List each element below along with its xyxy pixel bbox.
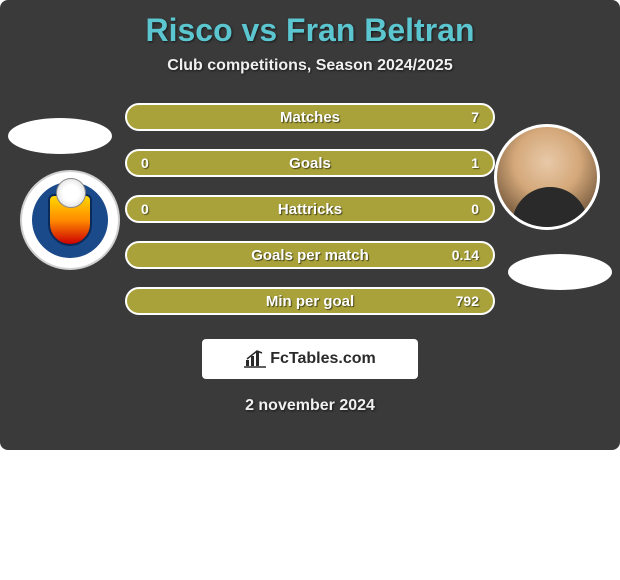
player-left-avatar-placeholder xyxy=(8,118,112,154)
date-label: 2 november 2024 xyxy=(0,397,620,415)
comparison-card: Risco vs Fran Beltran Club competitions,… xyxy=(0,0,620,450)
brand-box[interactable]: FcTables.com xyxy=(202,339,418,379)
stat-label: Goals per match xyxy=(251,247,369,264)
stat-left-value: 0 xyxy=(141,201,171,217)
stat-label: Goals xyxy=(289,155,331,172)
page-title: Risco vs Fran Beltran xyxy=(0,0,620,49)
stat-label: Min per goal xyxy=(266,293,354,310)
stat-left-value: 0 xyxy=(141,155,171,171)
player-right-avatar xyxy=(494,124,600,230)
stat-row-matches: Matches 7 xyxy=(125,103,495,131)
stat-row-min-per-goal: Min per goal 792 xyxy=(125,287,495,315)
stat-right-value: 7 xyxy=(449,109,479,125)
club-badge-left xyxy=(20,170,120,270)
subtitle: Club competitions, Season 2024/2025 xyxy=(0,57,620,75)
stat-row-goals-per-match: Goals per match 0.14 xyxy=(125,241,495,269)
club-badge-inner xyxy=(32,182,108,258)
player-right-placeholder xyxy=(508,254,612,290)
bar-chart-icon xyxy=(244,350,266,368)
stat-row-goals: 0 Goals 1 xyxy=(125,149,495,177)
club-shield-icon xyxy=(48,194,92,246)
stat-row-hattricks: 0 Hattricks 0 xyxy=(125,195,495,223)
stat-right-value: 792 xyxy=(449,293,479,309)
stat-label: Hattricks xyxy=(278,201,342,218)
stat-right-value: 0.14 xyxy=(449,247,479,263)
stat-right-value: 1 xyxy=(449,155,479,171)
brand-label: FcTables.com xyxy=(270,350,376,368)
stat-right-value: 0 xyxy=(449,201,479,217)
stat-label: Matches xyxy=(280,109,340,126)
